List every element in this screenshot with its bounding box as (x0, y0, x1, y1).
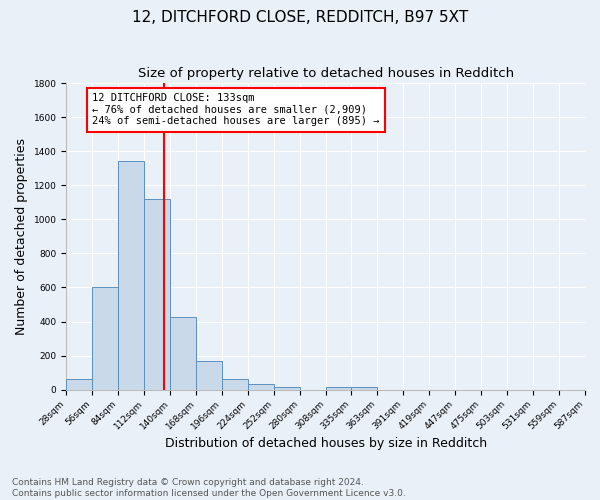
Bar (144, 199, 170, 390)
X-axis label: Distribution of detached houses by size in Redditch: Distribution of detached houses by size … (164, 437, 487, 450)
Bar (66, 380, 92, 390)
Bar (196, 360, 222, 390)
Bar (351, 386, 377, 390)
Y-axis label: Number of detached properties: Number of detached properties (15, 138, 28, 335)
Bar (118, 162, 144, 390)
Bar (326, 386, 351, 390)
Bar (274, 386, 300, 390)
Bar (248, 384, 274, 390)
Text: Contains HM Land Registry data © Crown copyright and database right 2024.
Contai: Contains HM Land Registry data © Crown c… (12, 478, 406, 498)
Bar (92, 288, 118, 390)
Bar (170, 317, 196, 390)
Title: Size of property relative to detached houses in Redditch: Size of property relative to detached ho… (137, 68, 514, 80)
Bar (222, 378, 248, 390)
Text: 12, DITCHFORD CLOSE, REDDITCH, B97 5XT: 12, DITCHFORD CLOSE, REDDITCH, B97 5XT (132, 10, 468, 25)
Text: 12 DITCHFORD CLOSE: 133sqm
← 76% of detached houses are smaller (2,909)
24% of s: 12 DITCHFORD CLOSE: 133sqm ← 76% of deta… (92, 94, 380, 126)
